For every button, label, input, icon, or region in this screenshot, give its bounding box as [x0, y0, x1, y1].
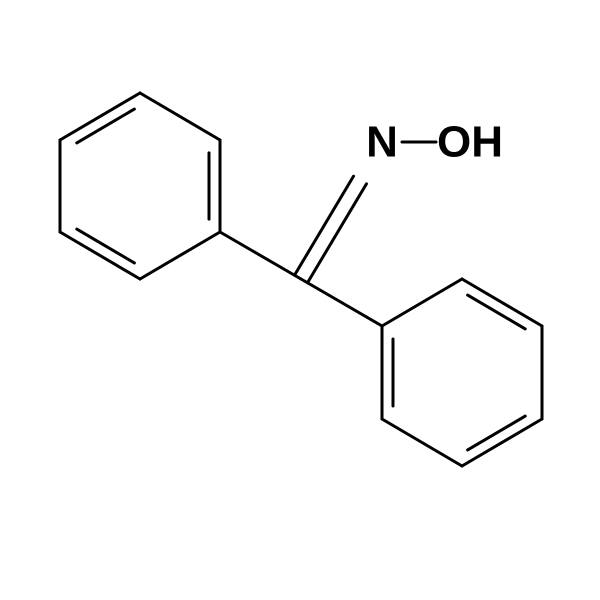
- bond: [382, 279, 462, 326]
- atom-label-n: N: [366, 118, 398, 167]
- bond: [295, 176, 354, 275]
- bond: [301, 279, 382, 326]
- bond: [60, 232, 140, 279]
- bond: [140, 93, 220, 140]
- bond: [382, 419, 462, 466]
- bond: [462, 419, 542, 466]
- bond: [220, 232, 301, 279]
- molecule-diagram: N OH: [0, 0, 600, 600]
- bond: [140, 232, 220, 279]
- bond: [60, 93, 140, 140]
- atom-label-oh: OH: [437, 118, 503, 167]
- bond: [307, 184, 366, 283]
- bond: [462, 279, 542, 326]
